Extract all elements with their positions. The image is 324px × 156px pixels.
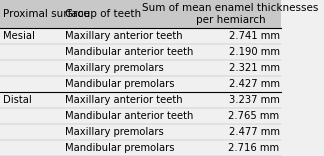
Text: 2.190 mm: 2.190 mm — [229, 47, 280, 57]
Text: Sum of mean enamel thicknesses
per hemiarch: Sum of mean enamel thicknesses per hemia… — [142, 3, 318, 25]
Text: 2.427 mm: 2.427 mm — [229, 79, 280, 89]
FancyBboxPatch shape — [0, 108, 281, 124]
Text: Maxillary anterior teeth: Maxillary anterior teeth — [64, 31, 182, 41]
Text: Group of teeth: Group of teeth — [64, 9, 141, 19]
Text: Mandibular premolars: Mandibular premolars — [64, 79, 174, 89]
FancyBboxPatch shape — [0, 0, 281, 28]
Text: Mandibular anterior teeth: Mandibular anterior teeth — [64, 111, 193, 121]
FancyBboxPatch shape — [0, 44, 281, 60]
Text: 2.765 mm: 2.765 mm — [228, 111, 280, 121]
Text: Mesial: Mesial — [3, 31, 35, 41]
Text: Mandibular anterior teeth: Mandibular anterior teeth — [64, 47, 193, 57]
FancyBboxPatch shape — [0, 28, 281, 44]
FancyBboxPatch shape — [0, 92, 281, 108]
Text: Distal: Distal — [3, 95, 31, 105]
Text: Maxillary premolars: Maxillary premolars — [64, 127, 163, 137]
FancyBboxPatch shape — [0, 140, 281, 156]
FancyBboxPatch shape — [0, 76, 281, 92]
Text: Maxillary premolars: Maxillary premolars — [64, 63, 163, 73]
Text: 2.321 mm: 2.321 mm — [229, 63, 280, 73]
Text: Maxillary anterior teeth: Maxillary anterior teeth — [64, 95, 182, 105]
Text: 2.716 mm: 2.716 mm — [228, 143, 280, 153]
Text: 2.741 mm: 2.741 mm — [229, 31, 280, 41]
FancyBboxPatch shape — [0, 124, 281, 140]
Text: 3.237 mm: 3.237 mm — [229, 95, 280, 105]
Text: Proximal surface: Proximal surface — [3, 9, 90, 19]
Text: Mandibular premolars: Mandibular premolars — [64, 143, 174, 153]
FancyBboxPatch shape — [0, 60, 281, 76]
Text: 2.477 mm: 2.477 mm — [229, 127, 280, 137]
